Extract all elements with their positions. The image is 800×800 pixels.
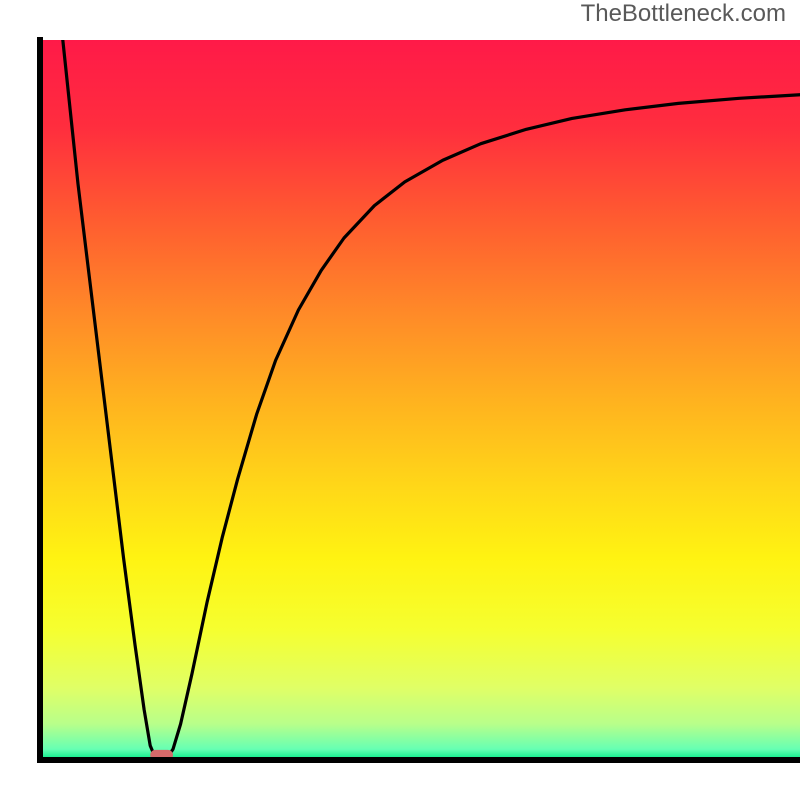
gradient-background bbox=[40, 40, 800, 760]
plot-area bbox=[40, 40, 800, 760]
chart-root: TheBottleneck.com bbox=[0, 0, 800, 800]
watermark-text: TheBottleneck.com bbox=[581, 0, 786, 28]
chart-svg bbox=[0, 0, 800, 800]
